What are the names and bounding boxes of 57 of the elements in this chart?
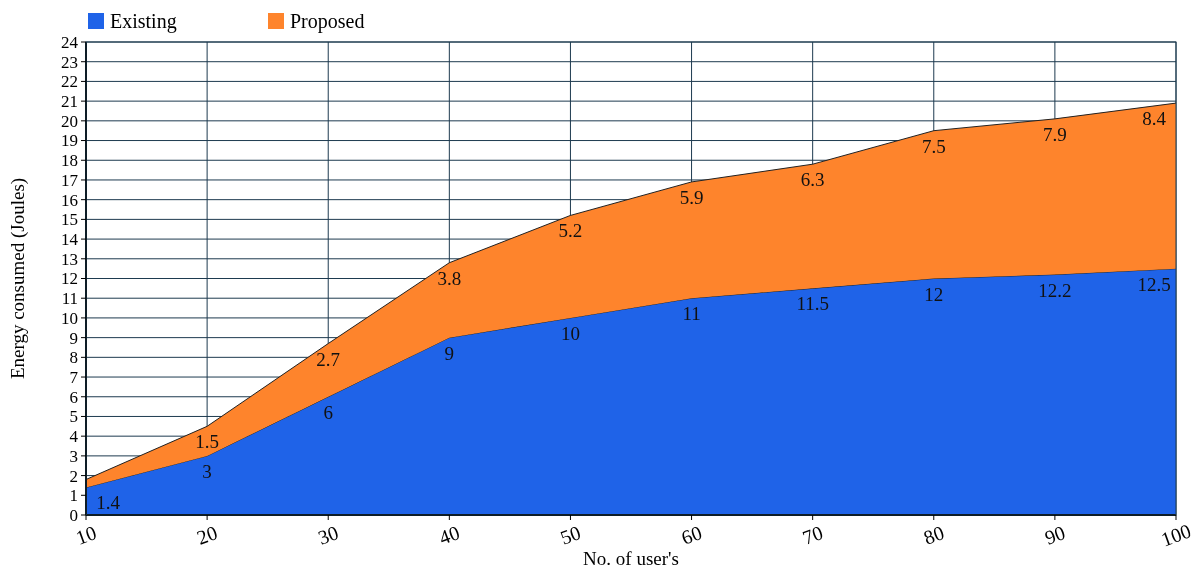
- data-label: 12: [924, 283, 944, 305]
- y-tick-label: 7: [69, 367, 79, 387]
- y-tick-label: 18: [61, 151, 78, 171]
- x-tick-label: 20: [193, 521, 221, 549]
- y-tick-label: 14: [61, 230, 79, 250]
- data-label: 11.5: [796, 293, 829, 315]
- x-tick-label: 50: [557, 521, 584, 549]
- y-tick-label: 2: [69, 466, 78, 486]
- x-axis-title: No. of user's: [583, 548, 679, 569]
- y-tick-label: 20: [61, 111, 78, 131]
- y-tick-label: 21: [61, 92, 78, 112]
- data-label: 5.2: [558, 220, 583, 242]
- y-tick-label: 15: [61, 210, 78, 230]
- data-label: 9: [444, 342, 455, 364]
- x-tick-label: 80: [920, 521, 947, 549]
- data-label: 7.5: [921, 135, 946, 157]
- data-label: 11: [682, 303, 701, 325]
- data-label: 5.9: [679, 186, 704, 208]
- y-tick-label: 1: [69, 486, 78, 506]
- x-tick-label: 60: [678, 521, 705, 549]
- x-tick-label: 100: [1158, 519, 1194, 551]
- data-label: 12.5: [1137, 273, 1171, 295]
- data-label: 1.4: [96, 492, 121, 514]
- y-tick-label: 10: [61, 308, 78, 328]
- data-label: 3: [202, 460, 212, 482]
- y-tick-label: 12: [61, 269, 78, 289]
- y-tick-label: 19: [61, 131, 78, 151]
- y-tick-label: 8: [69, 348, 78, 368]
- data-label: 6.3: [800, 169, 825, 191]
- x-tick-label: 90: [1041, 521, 1069, 549]
- x-tick-label: 40: [436, 521, 463, 549]
- x-tick-label: 30: [315, 521, 342, 549]
- data-label: 12.2: [1038, 279, 1072, 301]
- y-tick-label: 13: [61, 249, 78, 269]
- y-tick-label: 17: [61, 170, 79, 190]
- y-tick-label: 24: [61, 32, 79, 52]
- y-tick-label: 9: [69, 328, 78, 348]
- data-label: 6: [323, 401, 333, 423]
- data-label: 2.7: [316, 348, 341, 370]
- y-tick-label: 22: [61, 72, 78, 92]
- y-axis-title: Energy consumed (Joules): [7, 177, 29, 380]
- y-tick-label: 16: [61, 190, 78, 210]
- y-tick-label: 3: [69, 446, 78, 466]
- data-label: 1.5: [195, 431, 219, 453]
- y-tick-label: 23: [61, 52, 78, 72]
- y-tick-label: 5: [69, 407, 78, 427]
- y-tick-label: 11: [61, 289, 78, 309]
- data-label: 7.9: [1043, 123, 1067, 145]
- legend-label: Existing: [110, 10, 177, 33]
- data-label: 10: [560, 322, 580, 344]
- legend-label: Proposed: [290, 10, 365, 33]
- y-tick-label: 0: [69, 505, 78, 525]
- x-tick-label: 70: [799, 521, 826, 549]
- data-label: 3.8: [437, 267, 462, 289]
- y-tick-label: 4: [69, 427, 79, 447]
- data-label: 8.4: [1142, 108, 1167, 130]
- y-tick-label: 6: [69, 387, 78, 407]
